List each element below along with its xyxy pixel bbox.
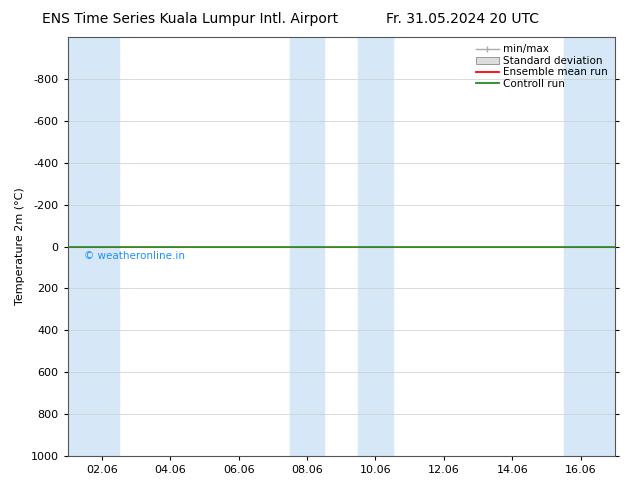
Text: Fr. 31.05.2024 20 UTC: Fr. 31.05.2024 20 UTC — [386, 12, 540, 26]
Y-axis label: Temperature 2m (°C): Temperature 2m (°C) — [15, 188, 25, 305]
Bar — [358, 37, 392, 456]
Legend: min/max, Standard deviation, Ensemble mean run, Controll run: min/max, Standard deviation, Ensemble me… — [474, 42, 610, 91]
Bar — [290, 37, 324, 456]
Text: ENS Time Series Kuala Lumpur Intl. Airport: ENS Time Series Kuala Lumpur Intl. Airpo… — [42, 12, 339, 26]
Bar — [564, 37, 615, 456]
Text: © weatheronline.in: © weatheronline.in — [84, 251, 185, 261]
Bar — [68, 37, 119, 456]
